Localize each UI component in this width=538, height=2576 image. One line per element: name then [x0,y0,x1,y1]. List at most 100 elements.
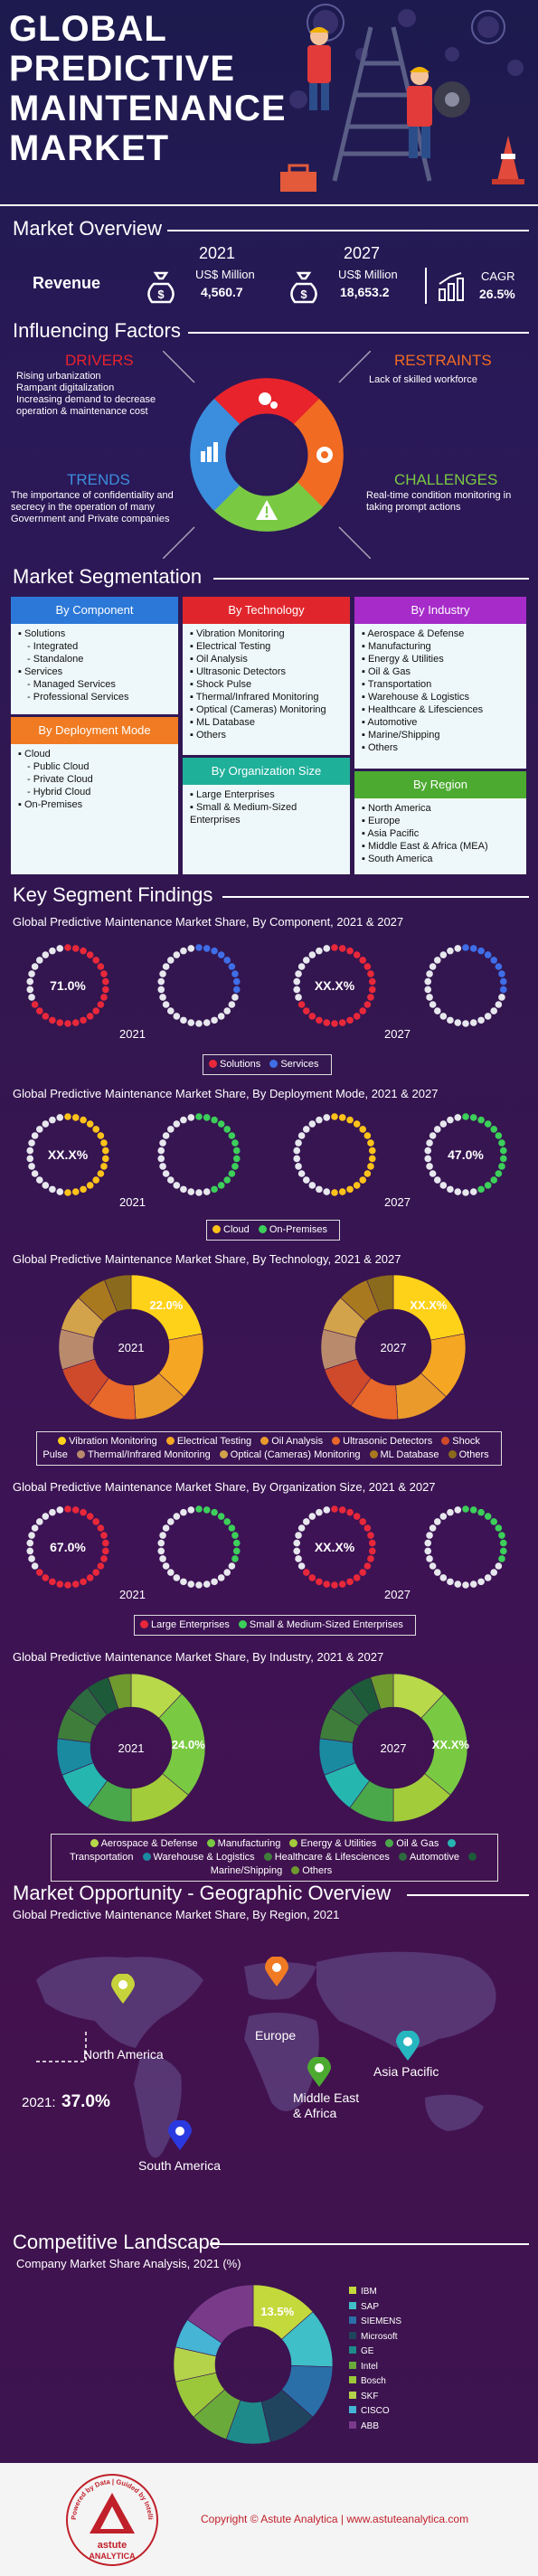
ring-dot [159,1163,166,1170]
legend-label: On-Premises [269,1224,327,1235]
segment-box-component: By Component SolutionsIntegratedStandalo… [11,597,178,714]
ring-dot [293,1539,301,1547]
ring-dot [359,1176,367,1184]
ring-dot [49,1508,56,1516]
segment-box-technology: By Technology Vibration MonitoringElectr… [183,597,350,755]
ring-dot [173,1513,181,1520]
ring-dot [293,986,301,994]
factors-wheel [163,351,371,559]
ring-dot [97,1562,105,1570]
ring-dot [495,1170,503,1177]
segment-box-orgsize: By Organization Size Large EnterprisesSm… [183,758,350,874]
ring-dot [35,1126,43,1133]
ring-dot [97,1132,105,1139]
ring-dot [157,1539,165,1547]
ring-dot [217,1120,225,1128]
donut-chart-technology: 22.0% 2021 XX.X% 2027 [58,1274,467,1420]
ring-dot [359,1518,367,1525]
company-label: IBM [361,2287,377,2297]
ring-dot [363,1562,372,1570]
ring-dot [80,1016,87,1024]
ring-dot [211,1116,218,1124]
donut-slice [108,1673,132,1710]
legend-deployment: Cloud On-Premises [206,1220,340,1241]
ring-dot [211,1185,218,1194]
ring-dot [162,1001,170,1008]
ring-dot [56,1581,64,1588]
year-label: 2021 [119,1588,146,1601]
segment-item: Automotive [362,716,519,729]
ring-dot [346,1185,354,1194]
chart-title-component: Global Predictive Maintenance Market Sha… [13,915,404,929]
pin-icon [111,1974,135,2004]
ring-dot [42,951,50,958]
ring-dot [338,1506,346,1514]
influencing-factors-title: Influencing Factors [13,319,181,342]
ring-dot [297,1562,306,1570]
ring-value-label: 67.0% [50,1540,86,1554]
ring-dot [368,1146,376,1155]
ring-dot [363,1524,372,1532]
logo-name: astute [98,2540,127,2551]
pin-icon [168,2120,192,2150]
region-label-south-america: South America [138,2158,222,2173]
year-label: 2027 [384,1195,411,1209]
legend-component: Solutions Services [203,1054,332,1075]
ring-dot [308,1013,316,1020]
ring-dot [499,986,507,994]
ring-dot [86,1013,94,1020]
ring-dot [367,970,374,977]
donut-year-label: 2027 [381,1741,407,1755]
ring-dot [71,1019,80,1026]
ring-dot [28,994,35,1001]
ring-dot [499,977,507,986]
ring-dot [26,986,34,994]
ring-dot [228,1562,236,1570]
ring-dot [166,1176,175,1184]
ring-dot [433,1569,441,1576]
ring-dot [42,1574,50,1581]
astute-analytica-logo: Powered by Data | Guided by Intelligence… [58,2470,158,2566]
ring-dot [295,1163,302,1170]
ring-dot [173,1574,181,1581]
segment-item: Others [362,741,519,754]
ring-dot [31,1001,39,1008]
ring-dot [228,1170,236,1177]
ring-dot [429,963,437,970]
legend-label: Vibration Monitoring [69,1436,157,1447]
chart-title-orgsize: Global Predictive Maintenance Market Sha… [13,1480,436,1494]
ring-dot [469,1506,477,1514]
segment-box-deployment: By Deployment Mode CloudPublic CloudPriv… [11,717,178,874]
ring-dot [424,986,432,994]
chart-title-industry: Global Predictive Maintenance Market Sha… [13,1650,384,1664]
divider-bar [425,268,427,304]
ring-dot [31,1132,39,1139]
ring-dot [187,945,195,952]
segment-item: North America [362,802,519,815]
header-illustration [280,4,524,192]
ring-dot [162,963,170,970]
ring-dot [223,1007,231,1014]
ring-dot [100,1139,108,1146]
ring-dot [42,1013,50,1020]
ring-dot [433,1126,441,1133]
legend-item: Transportation [70,1838,458,1863]
ring-dot [42,1120,50,1128]
legend-item: Thermal/Infrared Monitoring [76,1449,211,1460]
segment-item: Ultrasonic Detectors [190,665,343,678]
region-label-north-america: North America [83,2047,164,2062]
ring-dot [49,1185,56,1194]
ring-dot [477,1185,485,1194]
donut-slice [370,1673,394,1710]
ring-dot [368,1547,376,1555]
ring-dot [80,1508,87,1516]
ring-dot [203,1581,211,1588]
segment-item: ML Database [190,716,343,729]
ring-dot [499,1547,507,1555]
ring-dot [363,1001,372,1008]
ring-dot [157,986,165,994]
ring-dot [159,1555,166,1562]
ring-dot [92,1007,100,1014]
ring-value-label: XX.X% [315,1540,355,1554]
